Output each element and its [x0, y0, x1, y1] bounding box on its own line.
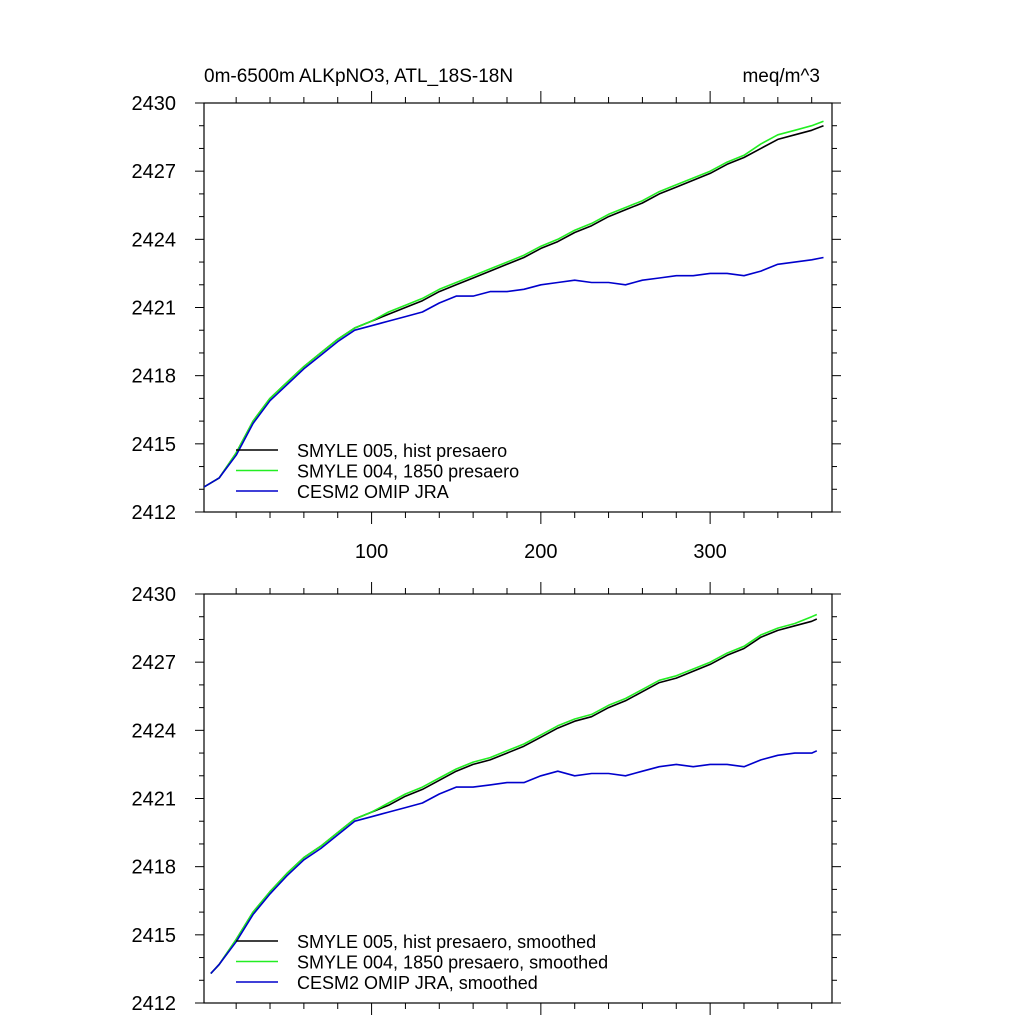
y-tick-label: 2421	[132, 298, 177, 320]
series-line	[204, 120, 824, 488]
x-tick-label: 100	[355, 541, 388, 563]
y-tick-label: 2415	[132, 925, 177, 947]
legend-label: CESM2 OMIP JRA, smoothed	[297, 973, 538, 993]
units-label: meq/m^3	[742, 66, 820, 87]
y-tick-label: 2418	[132, 857, 177, 879]
chart-title: 0m-6500m ALKpNO3, ATL_18S-18N	[204, 66, 513, 87]
series-line	[204, 256, 824, 488]
series-line	[210, 750, 818, 975]
y-tick-label: 2427	[132, 161, 177, 183]
y-tick-label: 2418	[132, 366, 177, 388]
series-line	[204, 124, 824, 488]
legend-label: CESM2 OMIP JRA	[297, 482, 449, 502]
y-tick-label: 2424	[132, 720, 177, 742]
panel-smoothed: 2412 2415 2418 2421 2424 2427 2430 SMYLE 005, h…	[132, 582, 841, 1015]
series-line	[210, 618, 818, 975]
y-tick-label: 2430	[132, 584, 177, 606]
y-tick-label: 2430	[132, 93, 177, 115]
series-line	[210, 613, 818, 975]
legend-label: SMYLE 005, hist presaero	[297, 441, 507, 461]
y-tick-label: 2424	[132, 229, 177, 251]
legend-label: SMYLE 004, 1850 presaero, smoothed	[297, 953, 608, 973]
y-tick-label: 2415	[132, 434, 177, 456]
y-tick-label: 2412	[132, 993, 177, 1015]
x-tick-label: 200	[524, 541, 557, 563]
legend-label: SMYLE 005, hist presaero, smoothed	[297, 932, 596, 952]
panel-raw: 2412 2415 2418 2421 2424 2427 2430 100 200 300 SMY…	[132, 91, 841, 563]
y-tick-label: 2412	[132, 502, 177, 524]
y-tick-label: 2427	[132, 652, 177, 674]
legend-label: SMYLE 004, 1850 presaero	[297, 462, 519, 482]
x-tick-label: 300	[693, 541, 726, 563]
y-tick-label: 2421	[132, 789, 177, 811]
